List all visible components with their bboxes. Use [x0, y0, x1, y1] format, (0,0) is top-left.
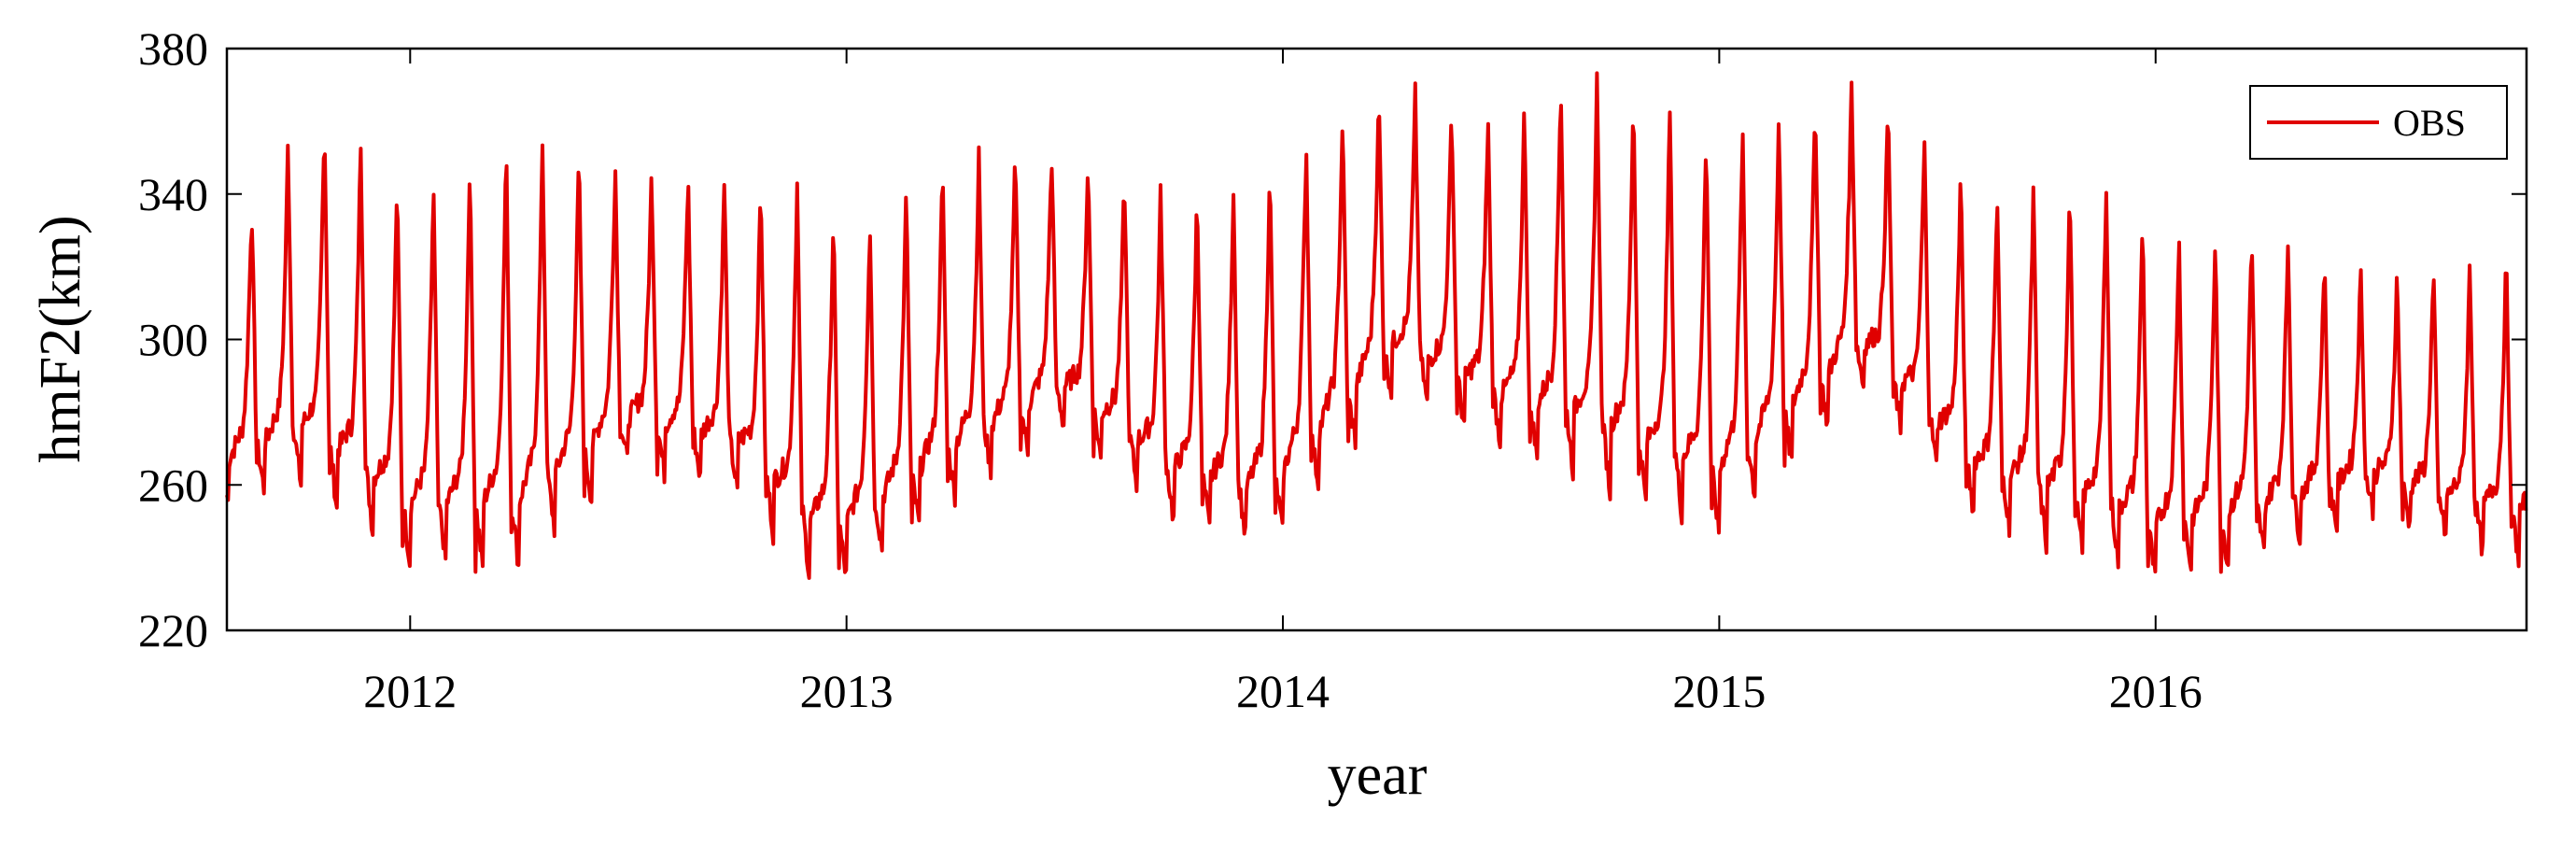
series-line-obs: [225, 71, 2528, 580]
y-axis-title: hmF2(km): [29, 215, 92, 462]
x-tick-label: 2012: [363, 665, 457, 717]
x-axis-title: year: [1328, 743, 1428, 807]
x-tick-label: 2014: [1236, 665, 1330, 717]
y-tick-label: 340: [138, 168, 208, 220]
y-tick-label: 380: [138, 22, 208, 75]
legend: OBS: [2249, 85, 2508, 160]
y-tick-label: 300: [138, 314, 208, 366]
x-tick-label: 2013: [800, 665, 894, 717]
x-tick-label: 2016: [2109, 665, 2203, 717]
y-tick-label: 220: [138, 604, 208, 656]
legend-label-obs: OBS: [2393, 102, 2466, 144]
x-tick-label: 2015: [1672, 665, 1766, 717]
y-tick-label: 260: [138, 459, 208, 511]
